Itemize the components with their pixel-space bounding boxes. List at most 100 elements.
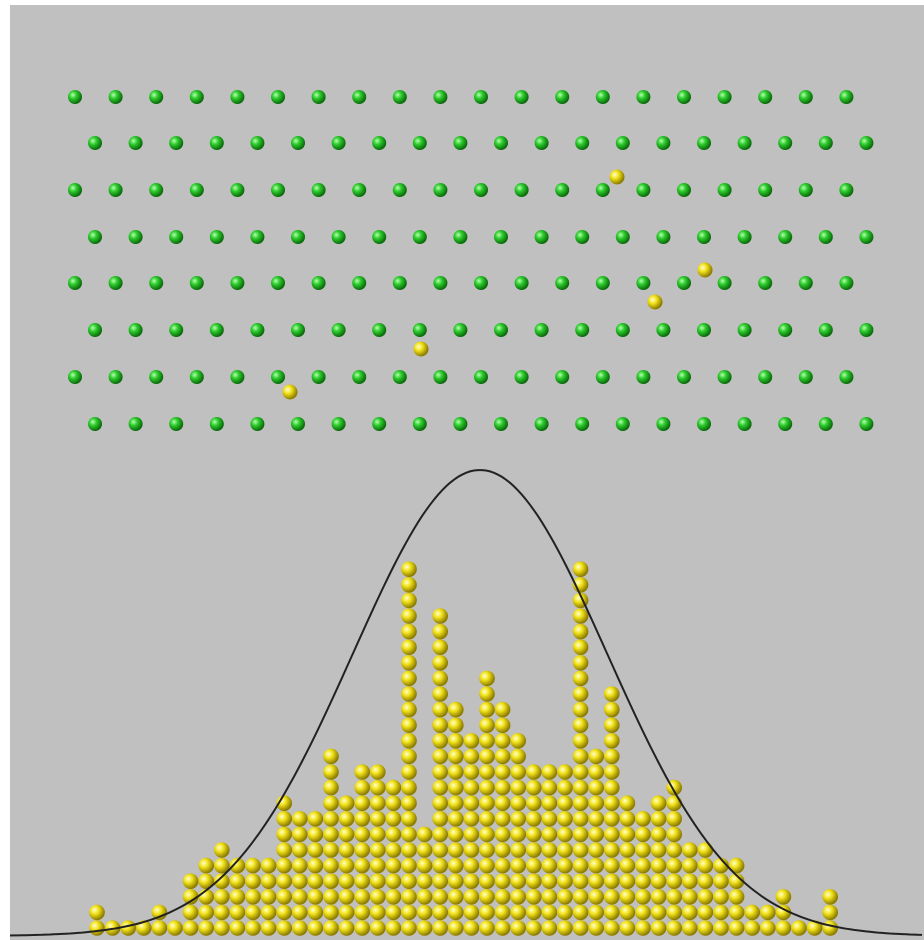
ball xyxy=(338,857,355,874)
ball xyxy=(572,779,589,796)
ball xyxy=(323,795,339,811)
ball xyxy=(323,889,339,905)
ball xyxy=(370,904,386,921)
peg xyxy=(778,136,793,150)
ball xyxy=(338,889,355,905)
peg xyxy=(555,183,570,197)
peg xyxy=(271,183,285,197)
falling-ball xyxy=(697,262,713,278)
ball xyxy=(338,920,355,936)
ball xyxy=(557,842,573,858)
peg xyxy=(677,90,691,104)
ball xyxy=(526,920,542,936)
ball-column xyxy=(588,748,604,936)
ball xyxy=(354,764,371,780)
peg xyxy=(250,417,265,431)
ball xyxy=(276,842,293,858)
ball xyxy=(494,733,511,749)
ball xyxy=(588,842,604,858)
ball xyxy=(619,873,636,889)
ball xyxy=(463,764,480,780)
ball xyxy=(432,608,449,624)
peg xyxy=(555,370,570,384)
peg xyxy=(798,276,813,290)
ball xyxy=(198,857,214,874)
ball xyxy=(541,764,558,780)
peg xyxy=(392,276,407,290)
ball xyxy=(541,795,558,811)
ball-column xyxy=(198,857,214,936)
peg xyxy=(697,136,711,150)
peg xyxy=(209,136,224,150)
ball xyxy=(479,857,495,874)
ball xyxy=(245,904,261,921)
ball xyxy=(541,889,558,905)
ball xyxy=(385,811,402,827)
peg xyxy=(291,323,305,337)
ball xyxy=(604,857,620,874)
ball xyxy=(229,857,246,874)
falling-ball xyxy=(282,384,298,400)
peg xyxy=(615,230,630,244)
peg xyxy=(697,323,711,337)
ball xyxy=(557,811,573,827)
ball xyxy=(401,608,417,624)
ball xyxy=(385,857,402,874)
ball xyxy=(276,857,293,874)
peg xyxy=(68,370,82,384)
ball xyxy=(526,904,542,921)
ball xyxy=(775,920,792,936)
ball xyxy=(276,873,293,889)
ball xyxy=(494,826,511,843)
ball xyxy=(650,904,667,921)
ball xyxy=(604,764,620,780)
ball xyxy=(401,639,417,655)
ball-column xyxy=(151,904,168,936)
ball-column xyxy=(370,764,386,936)
peg xyxy=(778,230,793,244)
ball xyxy=(572,826,589,843)
ball xyxy=(557,873,573,889)
peg xyxy=(352,183,367,197)
ball xyxy=(541,811,558,827)
peg xyxy=(412,230,427,244)
peg xyxy=(271,90,285,104)
ball xyxy=(292,857,308,874)
ball-column xyxy=(697,842,714,936)
peg xyxy=(331,323,346,337)
ball xyxy=(292,889,308,905)
ball xyxy=(432,873,449,889)
peg xyxy=(636,183,651,197)
ball xyxy=(385,889,402,905)
ball xyxy=(401,577,417,593)
ball xyxy=(635,920,651,936)
ball xyxy=(682,920,698,936)
ball xyxy=(666,811,682,827)
peg xyxy=(514,370,529,384)
ball xyxy=(401,623,417,640)
ball xyxy=(323,764,339,780)
ball xyxy=(666,889,682,905)
peg xyxy=(352,276,367,290)
ball xyxy=(650,826,667,843)
ball xyxy=(510,795,526,811)
peg xyxy=(615,323,630,337)
ball xyxy=(822,904,838,921)
peg xyxy=(88,417,102,431)
ball xyxy=(572,686,589,702)
ball xyxy=(479,670,495,687)
peg xyxy=(412,136,427,150)
ball-column xyxy=(744,904,760,936)
peg xyxy=(149,183,164,197)
peg xyxy=(453,417,468,431)
ball-column xyxy=(479,670,495,936)
ball xyxy=(292,811,308,827)
ball xyxy=(588,904,604,921)
ball xyxy=(619,920,636,936)
ball xyxy=(635,873,651,889)
ball xyxy=(572,717,589,733)
ball xyxy=(448,701,464,718)
ball xyxy=(572,655,589,671)
ball xyxy=(526,811,542,827)
